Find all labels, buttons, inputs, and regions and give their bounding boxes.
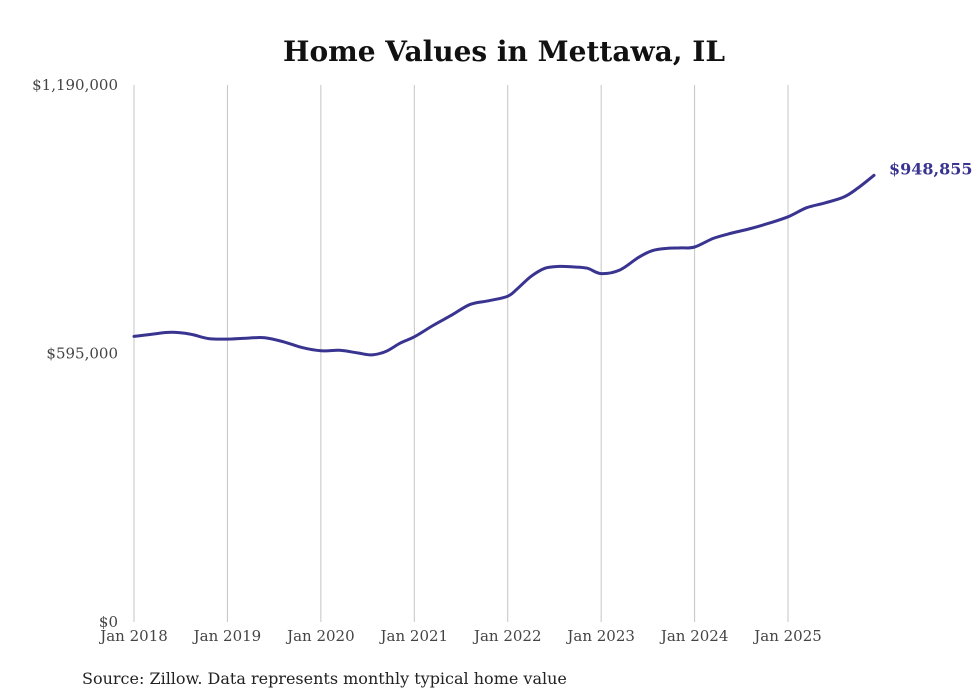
x-tick-label: Jan 2021 [379, 627, 449, 645]
x-axis-tick-labels: Jan 2018 Jan 2019 Jan 2020 Jan 2021 Jan 2022… [98, 627, 822, 645]
y-axis-tick-labels: $0 $595,000 $1,190,000 [32, 76, 118, 631]
end-value-label: $948,855 [889, 159, 973, 178]
y-tick-label: $1,190,000 [32, 76, 118, 94]
x-tick-label: Jan 2022 [472, 627, 542, 645]
vertical-gridlines [133, 85, 789, 622]
x-tick-label: Jan 2018 [98, 627, 168, 645]
x-tick-label: Jan 2024 [659, 627, 729, 645]
chart-title: Home Values in Mettawa, IL [283, 35, 725, 68]
x-tick-label: Jan 2020 [285, 627, 355, 645]
y-tick-label: $0 [99, 613, 118, 631]
x-tick-label: Jan 2019 [192, 627, 262, 645]
x-tick-label: Jan 2023 [565, 627, 635, 645]
y-tick-label: $595,000 [46, 345, 118, 363]
x-tick-label: Jan 2025 [752, 627, 822, 645]
series-line [132, 173, 876, 357]
source-note: Source: Zillow. Data represents monthly … [82, 669, 567, 688]
